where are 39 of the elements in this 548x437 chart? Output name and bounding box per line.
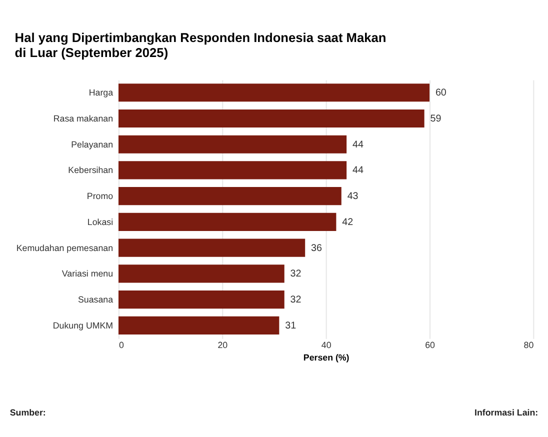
x-tick-label: 40: [321, 340, 332, 350]
data-label: 60: [435, 88, 447, 99]
y-tick-label: Dukung UMKM: [52, 320, 114, 330]
y-tick-label: Promo: [86, 191, 114, 202]
bar: [118, 212, 336, 232]
text: Sumber:: [10, 407, 46, 418]
data-label: 31: [285, 320, 296, 332]
data-label: 59: [430, 113, 442, 124]
x-axis-title: Persen (%): [303, 352, 350, 363]
bar: [118, 238, 306, 257]
y-tick-label: Variasi menu: [62, 268, 114, 279]
data-label: 36: [311, 242, 323, 254]
bar: [118, 84, 430, 102]
bar: [118, 161, 347, 180]
x-tick-label: 80: [524, 340, 534, 350]
y-tick-label: Lokasi: [87, 216, 114, 227]
bar: [118, 135, 347, 154]
data-label: 42: [342, 216, 354, 228]
y-tick-label: Rasa makanan: [53, 113, 114, 124]
bar: [118, 187, 342, 206]
y-tick-label: Harga: [88, 88, 114, 98]
bar: [118, 316, 280, 335]
x-tick-label: 20: [218, 340, 228, 350]
y-tick-label: Kemudahan pemesanan: [16, 242, 114, 253]
text: Informasi Lain:: [474, 407, 538, 418]
bar: [118, 264, 284, 283]
x-tick-label: 60: [425, 340, 436, 350]
chart-title: Hal yang Dipertimbangkan Responden Indonesia saat Makan di Luar (September 2025): [14, 30, 386, 60]
data-label: 44: [352, 165, 364, 176]
bar: [118, 290, 284, 309]
y-tick-label: Pelayanan: [71, 139, 114, 150]
y-tick-label: Suasana: [78, 294, 114, 305]
x-tick-label: 0: [118, 340, 124, 350]
data-label: 44: [352, 139, 364, 150]
bar: [118, 109, 424, 128]
data-label: 32: [290, 294, 302, 306]
data-label: 43: [347, 191, 359, 202]
data-label: 32: [290, 268, 302, 280]
y-tick-label: Kebersihan: [68, 165, 114, 176]
